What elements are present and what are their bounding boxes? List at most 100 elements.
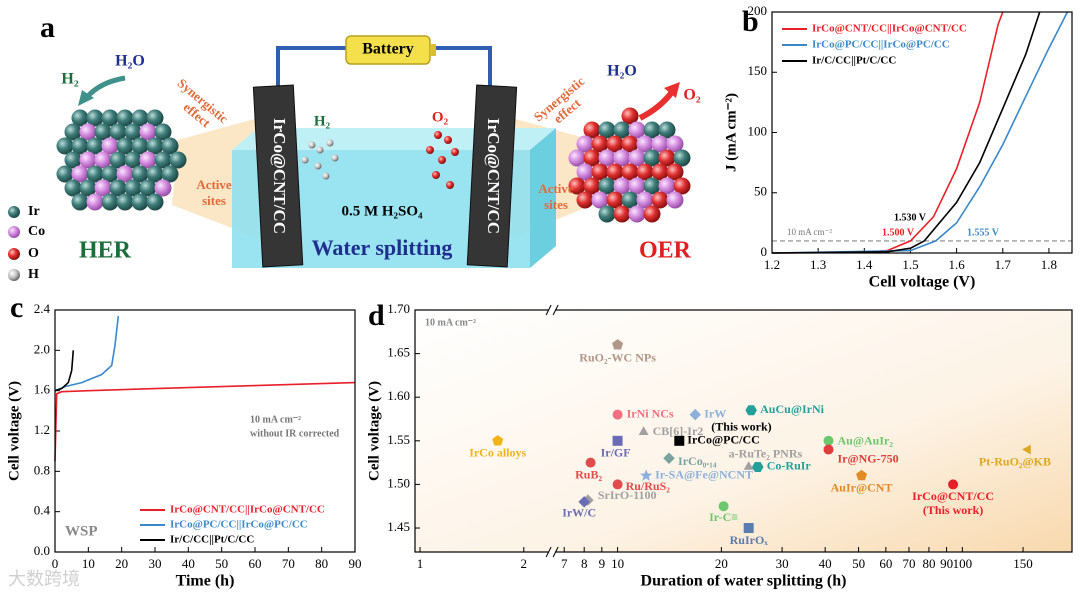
bubble (316, 146, 324, 154)
atom (71, 165, 89, 183)
axis-break (545, 304, 552, 316)
atom (79, 179, 97, 197)
atom (568, 177, 586, 195)
annotation: 10 mA cm⁻² (250, 414, 301, 425)
arrow-head (78, 90, 94, 106)
legend-label: IrCo@PC/CC||IrCo@PC/CC (812, 39, 950, 51)
annotation: 1.530 V (894, 212, 927, 223)
arrow (638, 90, 675, 121)
x-tick-label: 20 (115, 556, 128, 571)
electrode (252, 84, 304, 268)
atom (79, 151, 97, 169)
point (612, 435, 623, 446)
x-axis-label: Time (h) (176, 573, 235, 590)
x-tick-label: 50 (215, 556, 228, 571)
atom (643, 205, 661, 223)
point (689, 408, 701, 421)
point-label: Ir-C≡ (709, 510, 738, 524)
legend-label: Co (28, 224, 45, 239)
atom (606, 191, 624, 209)
atom (613, 177, 631, 195)
atom (606, 163, 624, 181)
point-label: IrCo@PC/CC (687, 433, 760, 447)
point (856, 469, 867, 481)
line (771, 11, 1041, 254)
atom (583, 177, 601, 195)
x-tick-label: 0 (52, 556, 59, 571)
point (674, 435, 685, 446)
bubble (301, 156, 309, 164)
axis-break-gap (549, 308, 556, 312)
x-tick-label: 10 (82, 556, 95, 571)
x-tick-label: 1.4 (856, 257, 873, 272)
product: O₂ (683, 87, 700, 104)
y-tick-label: 1.50 (387, 475, 410, 490)
atom (651, 163, 669, 181)
atom (636, 135, 654, 153)
point (1022, 444, 1031, 455)
point (752, 462, 764, 472)
atom (628, 121, 646, 139)
x-tick-label: 1.5 (902, 257, 918, 272)
atom (86, 165, 104, 183)
atom (94, 123, 112, 141)
atom (606, 135, 624, 153)
wire (276, 46, 492, 88)
point (612, 479, 623, 490)
x-tick-label: 9 (599, 556, 606, 571)
bubble (434, 131, 442, 139)
atom (116, 193, 134, 211)
legend-label: Ir/C/CC||Pt/C/CC (170, 534, 254, 546)
atom (621, 191, 639, 209)
atom (139, 179, 157, 197)
atom (94, 179, 112, 197)
y-tick-label: 200 (748, 3, 768, 18)
sites-label: sites (544, 197, 568, 212)
atom (71, 137, 89, 155)
axis-break-gap (549, 550, 556, 554)
bubble (432, 171, 440, 179)
y-tick-label: 150 (748, 63, 768, 78)
legend-label: O (28, 246, 39, 261)
atom (613, 121, 631, 139)
y-tick-label: 2.4 (34, 301, 51, 316)
atom (643, 177, 661, 195)
point-label: Pt-RuO₂@KB (979, 454, 1051, 468)
oer-title: OER (639, 238, 692, 264)
atom (124, 179, 142, 197)
atom (154, 151, 172, 169)
atom (666, 163, 684, 181)
legend-label: Ir/C/CC||Pt/C/CC (812, 55, 896, 67)
x-tick-label: 8 (581, 556, 588, 571)
plot-frame (54, 309, 356, 553)
point (640, 469, 653, 481)
atom (86, 193, 104, 211)
point-label: Ir-SA@Fe@NCNT (655, 467, 753, 481)
atom (591, 135, 609, 153)
x-tick-label: 10 (611, 556, 624, 571)
atom (131, 109, 149, 127)
atom (598, 177, 616, 195)
atom (139, 123, 157, 141)
y-tick-label: 0.4 (34, 503, 51, 518)
atom (109, 179, 127, 197)
point-label: IrNi NCs (627, 406, 674, 420)
y-tick-label: 0.8 (34, 462, 50, 477)
legend-sphere (8, 248, 20, 260)
atom (116, 165, 134, 183)
point (612, 339, 624, 350)
atom (146, 165, 164, 183)
atom (643, 149, 661, 167)
x-tick-label: 30 (776, 556, 789, 571)
atom (651, 191, 669, 209)
x-tick-label: 40 (182, 556, 195, 571)
atom (576, 135, 594, 153)
y-tick-label: 0 (761, 244, 768, 259)
point-label: AuIr@CNT (831, 480, 893, 494)
point (948, 479, 959, 490)
point-label: IrW/C (562, 506, 596, 520)
legend-label: IrCo@CNT/CC||IrCo@CNT/CC (170, 504, 325, 516)
y-axis-label: Cell voltage (V) (366, 381, 382, 481)
atom (101, 193, 119, 211)
